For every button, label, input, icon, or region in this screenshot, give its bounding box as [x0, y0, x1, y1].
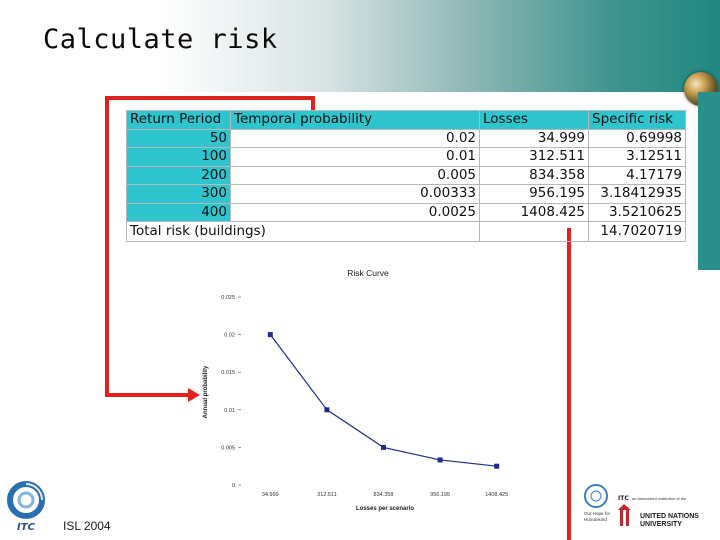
chart-series: [267, 332, 500, 469]
table-row: 300 0.00333 956.195 3.18412935: [126, 184, 686, 204]
table-row: 50 0.02 34.999 0.69998: [126, 128, 686, 148]
cell-period: 300: [126, 184, 231, 204]
cell-prob: 0.0025: [230, 202, 480, 222]
x-tick-label: 34.999: [262, 492, 279, 498]
chart-title: Risk Curve: [347, 268, 389, 278]
un-university-logos: Our Hope for Humankind ITC an Associated…: [584, 484, 699, 528]
cell-loss: 1408.425: [479, 202, 589, 222]
cell-loss: 956.195: [479, 184, 589, 204]
cell-period: 400: [126, 202, 231, 222]
itc-logo-icon: ITC: [7, 481, 45, 533]
table-row: 400 0.0025 1408.425 3.5210625: [126, 202, 686, 222]
x-tick-label: 956.195: [430, 492, 450, 498]
arrow-line-vertical-left: [105, 96, 109, 396]
y-tick-label: 0.015: [221, 370, 235, 376]
x-tick-label: 312.511: [317, 492, 336, 498]
x-tick-label: 1408.425: [485, 492, 508, 498]
x-tick-label: 834.358: [374, 492, 394, 498]
table-row: 200 0.005 834.358 4.17179: [126, 165, 686, 185]
itc-logo-text: ITC: [17, 522, 36, 533]
slide-title: Calculate risk: [43, 24, 278, 55]
cell-period: 200: [126, 165, 231, 185]
header-return-period: Return Period: [126, 110, 231, 130]
data-point: [267, 332, 273, 338]
risk-table-container: Return Period Temporal probability Losse…: [126, 110, 686, 242]
table-total-row: Total risk (buildings) 14.7020719: [126, 221, 686, 242]
y-tick-label: 0.01: [224, 408, 235, 414]
itc-small-text: ITC: [618, 495, 629, 502]
y-tick-label: 0.005: [221, 445, 235, 451]
y-tick-label: 0: [232, 483, 235, 489]
arrow-line-bottom-left: [105, 393, 191, 397]
arrow-line-vertical-right: [567, 228, 571, 540]
table-row: 100 0.01 312.511 3.12511: [126, 147, 686, 167]
chart-x-ticks: 34.999 312.511 834.358 956.195 1408.425: [262, 492, 508, 498]
cell-prob: 0.00333: [230, 184, 480, 204]
un-line2: UNIVERSITY: [640, 521, 682, 528]
unu-emblem-icon: [618, 504, 631, 526]
cell-prob: 0.02: [230, 128, 480, 148]
y-tick-label: 0.02: [224, 333, 235, 339]
cell-risk: 4.17179: [588, 165, 686, 185]
cell-prob: 0.005: [230, 165, 480, 185]
cell-risk: 3.12511: [588, 147, 686, 167]
cell-risk: 0.69998: [588, 128, 686, 148]
cell-risk: 3.18412935: [588, 184, 686, 204]
chart-y-ticks: 0 0.005 0.01 0.015 0.02 0.025: [221, 295, 241, 489]
header-temporal-probability: Temporal probability: [230, 110, 480, 130]
chart-x-axis-label: Losses per scenario: [356, 506, 414, 512]
arrow-head-right-icon: [188, 388, 200, 402]
total-label: Total risk (buildings): [126, 221, 480, 242]
our-hope-line1: Our Hope for: [584, 511, 611, 516]
cell-period: 100: [126, 147, 231, 167]
data-point: [381, 444, 386, 450]
total-spacer: [479, 221, 589, 242]
cell-prob: 0.01: [230, 147, 480, 167]
un-emblem-icon: [584, 484, 608, 508]
decorative-strip: [698, 92, 720, 270]
risk-curve-chart: Risk Curve Annual probability Losses per…: [203, 268, 508, 512]
footer-text: ISL 2004: [63, 519, 111, 533]
cell-risk: 3.5210625: [588, 202, 686, 222]
our-hope-line2: Humankind: [584, 517, 607, 522]
slide-header-band: [0, 0, 720, 92]
header-losses: Losses: [479, 110, 589, 130]
arrow-line-top: [105, 96, 315, 100]
chart-y-axis-label: Annual probability: [203, 365, 209, 418]
partner-line: an Associated Institution of the: [632, 496, 687, 501]
arrow-line-top-drop: [311, 96, 315, 112]
cell-loss: 34.999: [479, 128, 589, 148]
header-specific-risk: Specific risk: [588, 110, 686, 130]
risk-table: Return Period Temporal probability Losse…: [126, 110, 686, 242]
total-value: 14.7020719: [588, 221, 686, 242]
data-point: [324, 407, 330, 413]
cell-period: 50: [126, 128, 231, 148]
data-point: [494, 463, 500, 469]
cell-loss: 834.358: [479, 165, 589, 185]
table-header-row: Return Period Temporal probability Losse…: [126, 110, 686, 130]
y-tick-label: 0.025: [221, 295, 235, 301]
cell-loss: 312.511: [479, 147, 589, 167]
data-point: [437, 457, 443, 463]
un-line1: UNITED NATIONS: [640, 513, 699, 520]
